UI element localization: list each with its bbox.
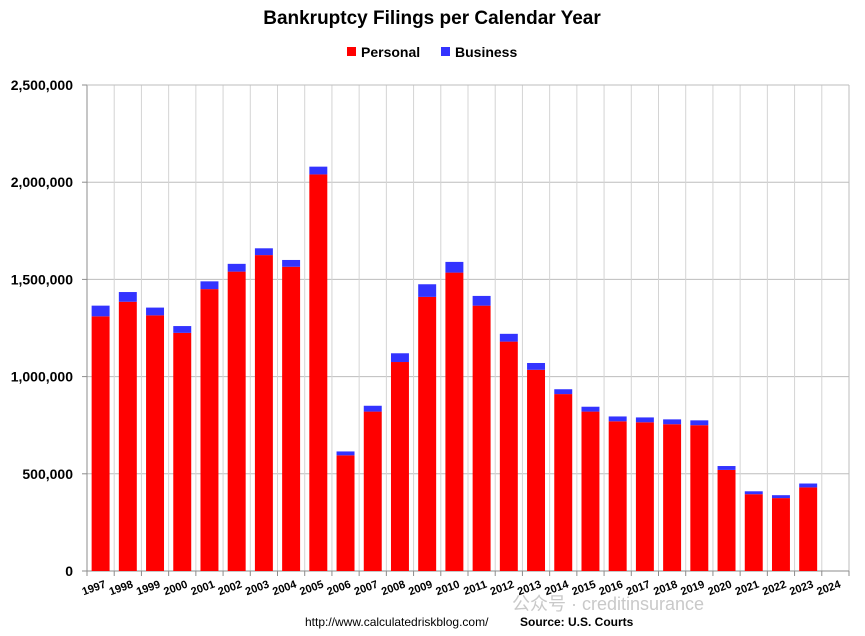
x-tick-label: 2021 [734, 579, 761, 599]
bar-business-2013 [527, 362, 546, 370]
bar-business-2001 [200, 281, 219, 290]
y-tick-label: 0 [65, 563, 73, 579]
bar-business-2009 [418, 284, 437, 297]
bar-business-2017 [635, 417, 654, 423]
bar-business-2010 [445, 261, 464, 273]
bar-personal-2015 [581, 411, 600, 571]
bar-personal-2000 [173, 332, 192, 571]
bar-personal-1997 [91, 316, 110, 571]
bar-personal-2023 [799, 487, 818, 571]
bar-business-2022 [771, 495, 790, 499]
x-tick-label: 2008 [380, 579, 407, 599]
x-axis-ticks: 1997 1998 1999 2000 2001 2002 2003 2004 2005 2006… [81, 578, 844, 598]
legend-label-business: Business [455, 44, 517, 60]
bar-personal-2006 [336, 455, 355, 571]
bar-personal-2004 [282, 266, 301, 571]
bar-business-2003 [254, 248, 273, 256]
bar-personal-1998 [118, 301, 137, 571]
bar-business-2011 [472, 295, 491, 306]
watermark-text: 公众号 · creditinsurance [512, 594, 704, 614]
bar-business-1999 [146, 307, 165, 316]
bar-business-2021 [744, 491, 763, 495]
y-tick-label: 1,000,000 [11, 369, 73, 385]
legend-swatch-personal [347, 47, 356, 56]
y-axis-ticks: 0 500,000 1,000,000 1,500,000 2,000,000 2,500… [11, 77, 74, 579]
bar-personal-2016 [608, 421, 627, 571]
bar-personal-2008 [390, 362, 409, 571]
bar-business-2015 [581, 406, 600, 412]
x-tick-label: 2003 [244, 579, 271, 599]
bar-personal-2022 [771, 498, 790, 571]
x-tick-label: 2011 [462, 579, 489, 598]
bar-business-2004 [282, 259, 301, 267]
y-tick-label: 2,500,000 [11, 77, 73, 93]
bar-business-2008 [390, 353, 409, 363]
x-tick-label: 2020 [706, 579, 733, 599]
bar-business-2002 [227, 263, 246, 272]
bar-business-2019 [690, 420, 709, 426]
bar-personal-2014 [554, 394, 573, 571]
y-tick-label: 2,000,000 [11, 174, 73, 190]
x-tick-label: 2023 [788, 579, 815, 599]
bar-business-2000 [173, 326, 192, 333]
bar-business-2005 [309, 166, 328, 175]
x-tick-label: 2006 [325, 579, 352, 599]
bars [91, 166, 818, 571]
bar-personal-2007 [363, 411, 382, 571]
bar-personal-2018 [663, 424, 682, 571]
bar-business-1998 [118, 292, 137, 302]
bar-business-2014 [554, 389, 573, 395]
x-tick-label: 2002 [217, 579, 244, 599]
bar-personal-2010 [445, 272, 464, 571]
bar-business-2016 [608, 416, 627, 422]
bar-personal-2019 [690, 425, 709, 571]
y-tick-label: 500,000 [22, 466, 73, 482]
x-tick-label: 2000 [162, 579, 189, 599]
bar-personal-2017 [635, 422, 654, 571]
bar-business-2007 [363, 405, 382, 412]
bar-business-2020 [717, 466, 736, 470]
bar-business-2012 [499, 333, 518, 342]
bar-personal-2013 [527, 369, 546, 571]
bar-personal-2001 [200, 289, 219, 571]
bar-business-2023 [799, 483, 818, 488]
bar-business-1997 [91, 305, 110, 317]
x-tick-label: 1997 [81, 579, 108, 599]
bar-personal-2011 [472, 305, 491, 571]
bar-personal-1999 [146, 315, 165, 571]
legend: Personal Business [347, 44, 517, 60]
bar-business-2018 [663, 419, 682, 425]
x-tick-label: 1998 [108, 579, 135, 599]
x-tick-label: 2007 [353, 579, 380, 599]
footer-url[interactable]: http://www.calculatedriskblog.com/ [305, 615, 489, 629]
bar-personal-2012 [499, 341, 518, 571]
legend-label-personal: Personal [361, 44, 420, 60]
x-tick-label: 2004 [271, 578, 299, 598]
bar-personal-2003 [254, 255, 273, 571]
chart-title: Bankruptcy Filings per Calendar Year [263, 8, 601, 29]
bar-personal-2005 [309, 174, 328, 571]
footer-source: Source: U.S. Courts [520, 615, 634, 629]
legend-swatch-business [441, 47, 450, 56]
bar-personal-2002 [227, 271, 246, 571]
x-tick-label: 2022 [761, 579, 788, 599]
x-tick-label: 2010 [434, 579, 461, 599]
x-tick-label: 2024 [815, 578, 843, 598]
x-tick-label: 2005 [298, 579, 325, 599]
x-tick-label: 2009 [407, 579, 434, 599]
x-tick-label: 2001 [189, 579, 216, 599]
y-tick-label: 1,500,000 [11, 271, 73, 287]
bar-business-2006 [336, 451, 355, 456]
x-tick-label: 1999 [135, 579, 162, 599]
gridlines [87, 84, 849, 571]
bar-personal-2021 [744, 494, 763, 571]
bar-personal-2020 [717, 469, 736, 571]
bar-personal-2009 [418, 296, 437, 571]
